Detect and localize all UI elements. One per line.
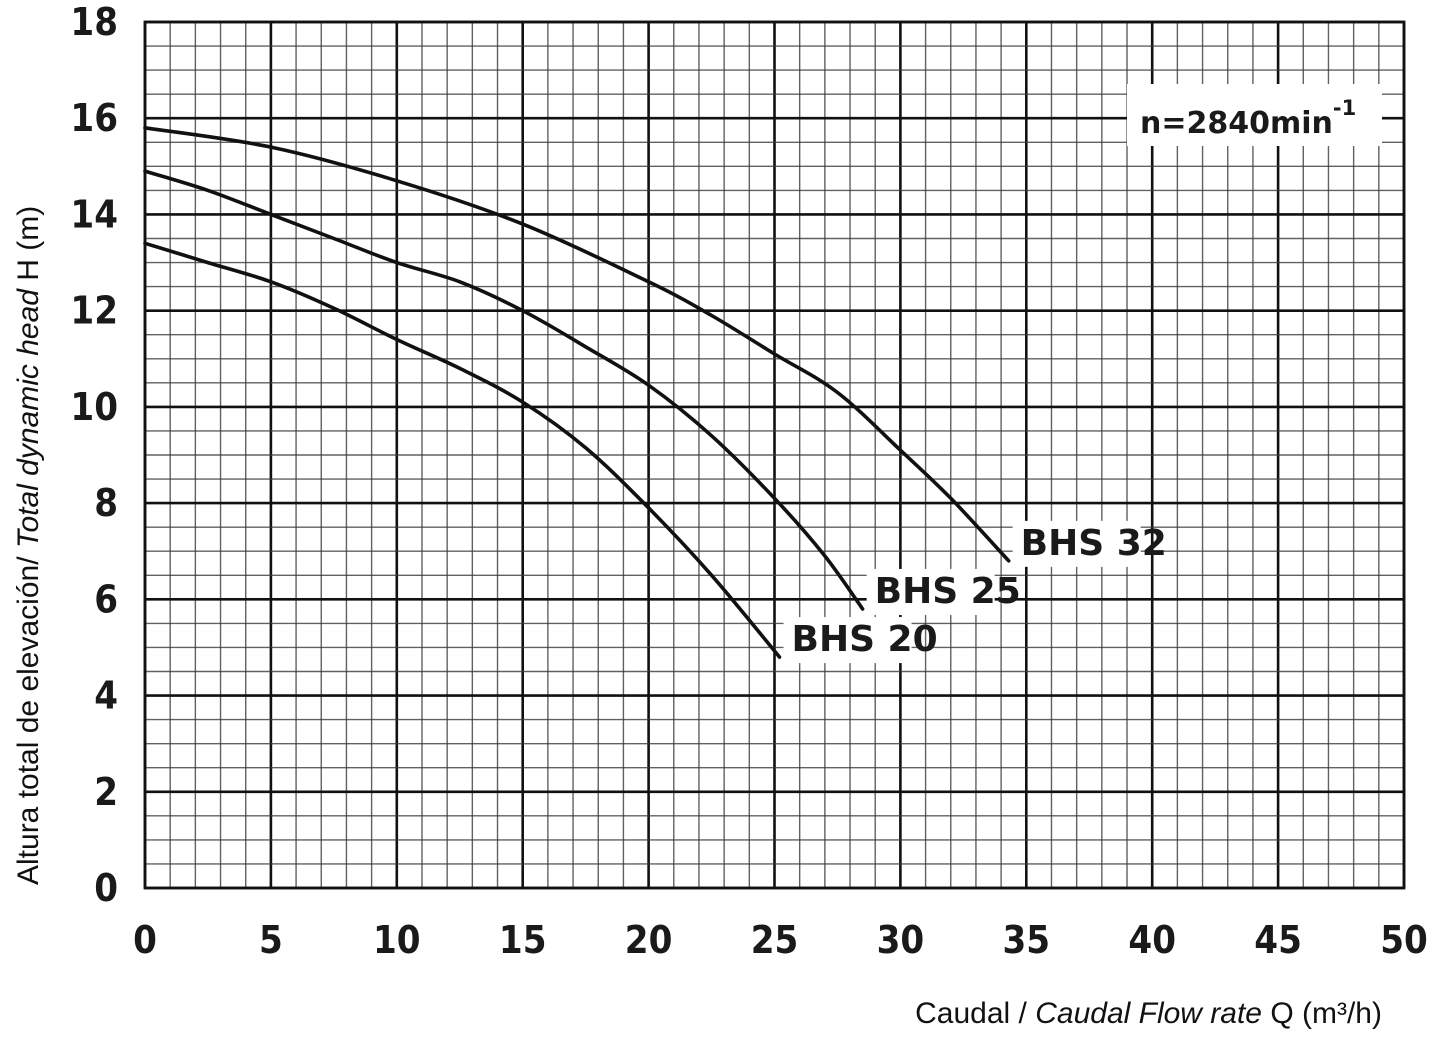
y-tick-label: 10 [70, 385, 118, 429]
x-tick-label: 10 [373, 918, 421, 962]
curve-label-bhs-32: BHS 32 [1012, 520, 1167, 567]
x-tick-label: 15 [499, 918, 547, 962]
x-axis-title-plain: Caudal / [915, 997, 1035, 1030]
curve-label-text: BHS 32 [1021, 523, 1167, 564]
curve-label-text: BHS 25 [875, 571, 1021, 612]
speed-annotation-text: n=2840min-1 [1140, 96, 1356, 141]
x-tick-label: 20 [625, 918, 673, 962]
curve-label-bhs-20: BHS 20 [783, 617, 938, 664]
curve-label-bg [783, 617, 912, 664]
x-tick-label: 30 [877, 918, 925, 962]
y-tick-label: 14 [70, 192, 118, 236]
y-axis-title-plain: Altura total de elevación/ [12, 548, 45, 885]
x-tick-label: 0 [133, 918, 157, 962]
y-axis-title-unit: H (m) [12, 206, 45, 289]
x-tick-label: 5 [259, 918, 283, 962]
x-axis-title: Caudal / Caudal Flow rate Q (m³/h) [915, 997, 1382, 1030]
y-tick-label: 6 [94, 577, 118, 621]
curve-bhs-32 [143, 126, 1011, 563]
x-tick-label: 50 [1380, 918, 1428, 962]
plot-frame [143, 20, 1406, 890]
curve-label-text: BHS 20 [792, 619, 938, 660]
speed-annotation: n=2840min-1 [1127, 84, 1382, 146]
y-tick-label: 12 [70, 289, 118, 333]
y-tick-label: 0 [94, 866, 118, 910]
speed-annotation-box [1127, 84, 1382, 146]
curve-label-bhs-25: BHS 25 [866, 568, 1021, 615]
x-tick-label: 25 [751, 918, 799, 962]
y-axis-title: Altura total de elevación/ Total dynamic… [12, 206, 45, 885]
y-tick-label: 16 [70, 96, 118, 140]
y-tick-label: 18 [70, 0, 118, 44]
curve-bhs-20 [143, 241, 782, 659]
tick-labels: 0 5 10 15 20 25 30 35 40 45 50 0 2 4 6 8 10 12 14 16 18 [70, 0, 1427, 962]
curves [143, 126, 1011, 659]
y-tick-label: 8 [94, 481, 118, 525]
x-tick-label: 40 [1128, 918, 1176, 962]
speed-value: n=2840min [1140, 106, 1333, 141]
curve-bhs-25 [143, 169, 865, 611]
x-tick-label: 35 [1003, 918, 1051, 962]
curve-label-bg [1012, 520, 1141, 567]
curve-label-bg [866, 568, 995, 615]
grid [143, 20, 1406, 890]
x-axis-title-unit: Q (m³/h) [1262, 997, 1382, 1030]
x-tick-label: 45 [1254, 918, 1302, 962]
y-tick-label: 2 [94, 770, 118, 814]
y-axis-title-italic: Total dynamic head [12, 288, 45, 548]
x-axis-title-italic: Caudal Flow rate [1035, 997, 1262, 1030]
y-tick-label: 4 [94, 674, 118, 718]
speed-superscript: -1 [1333, 96, 1356, 120]
